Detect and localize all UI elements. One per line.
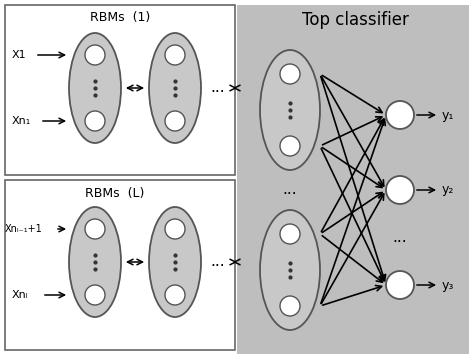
Text: X1: X1 (12, 50, 27, 60)
Text: Top classifier: Top classifier (301, 11, 409, 29)
Bar (5, 180, 235, 350)
Text: Xnₗ: Xnₗ (12, 290, 28, 300)
Text: ...: ... (210, 80, 225, 95)
Bar (237, 5, 469, 354)
Circle shape (165, 285, 185, 305)
Circle shape (280, 64, 300, 84)
Circle shape (85, 111, 105, 131)
Text: ...: ... (210, 255, 225, 270)
Circle shape (85, 45, 105, 65)
Circle shape (280, 296, 300, 316)
Ellipse shape (69, 33, 121, 143)
Text: ...: ... (283, 182, 297, 197)
Text: y₁: y₁ (442, 108, 455, 121)
Ellipse shape (260, 210, 320, 330)
Circle shape (280, 136, 300, 156)
Circle shape (280, 224, 300, 244)
Ellipse shape (260, 50, 320, 170)
Text: y₃: y₃ (442, 279, 455, 292)
Ellipse shape (149, 207, 201, 317)
Circle shape (165, 45, 185, 65)
Circle shape (165, 111, 185, 131)
Text: Xn₁: Xn₁ (12, 116, 31, 126)
Circle shape (165, 219, 185, 239)
Text: Xnₗ₋₁+1: Xnₗ₋₁+1 (5, 224, 43, 234)
Circle shape (386, 176, 414, 204)
Bar (5, 5, 235, 175)
Ellipse shape (149, 33, 201, 143)
Circle shape (386, 101, 414, 129)
Circle shape (85, 285, 105, 305)
Circle shape (85, 219, 105, 239)
Circle shape (386, 271, 414, 299)
Ellipse shape (69, 207, 121, 317)
Text: y₂: y₂ (442, 183, 455, 196)
Text: RBMs  (L): RBMs (L) (85, 186, 145, 200)
Text: ...: ... (392, 230, 407, 245)
Text: RBMs  (1): RBMs (1) (90, 11, 150, 24)
